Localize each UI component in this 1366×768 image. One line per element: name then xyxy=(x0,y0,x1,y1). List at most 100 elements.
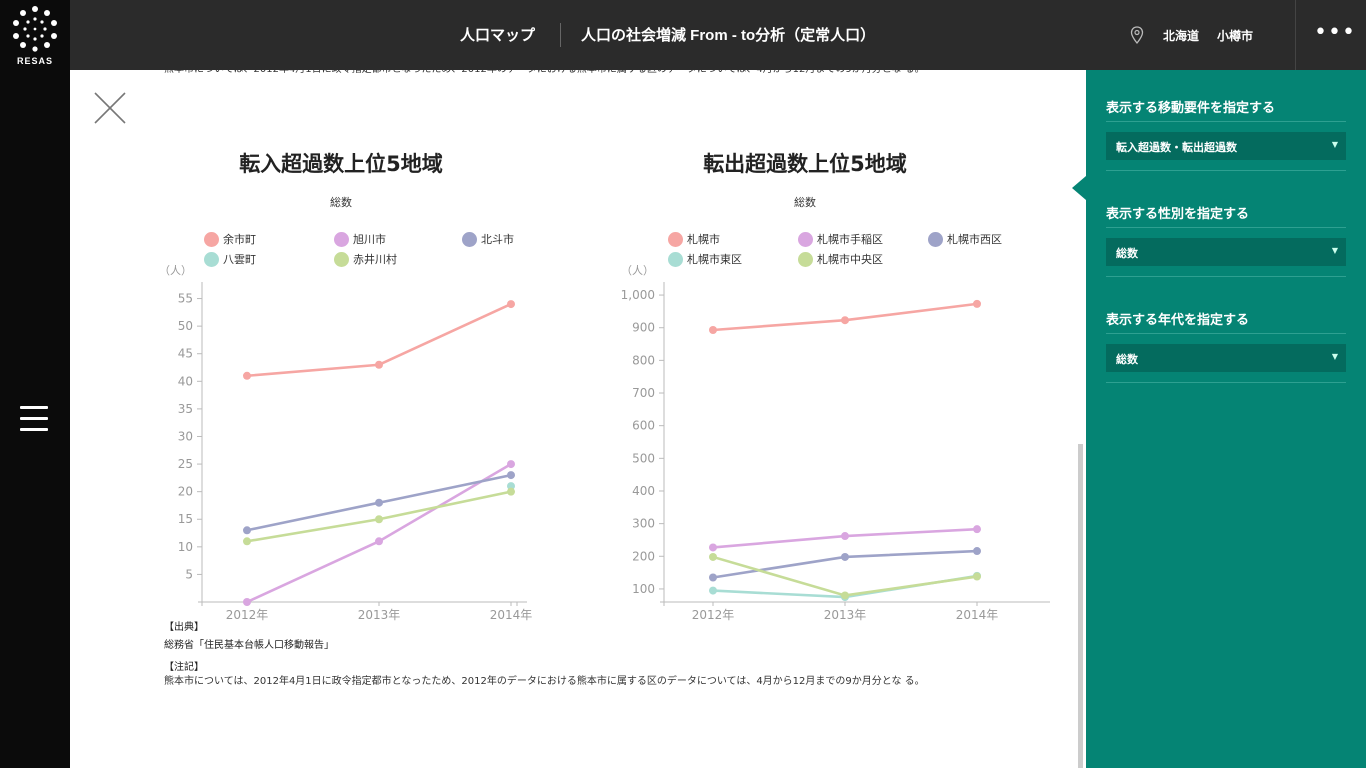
note-heading: 【注記】 xyxy=(164,662,204,673)
close-icon[interactable] xyxy=(94,92,126,124)
legend-item[interactable]: 札幌市東区 xyxy=(668,251,742,267)
y-tick-label: 5 xyxy=(185,567,193,581)
y-tick-label: 700 xyxy=(632,386,655,400)
divider xyxy=(1106,170,1346,171)
data-point xyxy=(507,300,515,309)
x-tick-label: 2013年 xyxy=(824,608,867,622)
legend-item[interactable]: 八雲町 xyxy=(204,251,256,267)
legend-marker xyxy=(334,251,349,267)
legend-item[interactable]: 赤井川村 xyxy=(334,251,397,267)
x-tick-label: 2012年 xyxy=(226,608,269,622)
y-tick-label: 1,000 xyxy=(621,288,655,302)
logo-text: RESAS xyxy=(16,56,53,66)
move-requirement-label: 表示する移動要件を指定する xyxy=(1106,101,1276,116)
legend-item[interactable]: 旭川市 xyxy=(334,231,386,247)
y-tick-label: 500 xyxy=(632,451,655,465)
y-axis-unit: （人） xyxy=(160,264,192,277)
move-requirement-select[interactable]: 転入超過数・転出超過数 ▼ xyxy=(1106,132,1346,160)
data-point xyxy=(841,591,849,600)
scrollbar[interactable] xyxy=(1078,444,1083,768)
data-point xyxy=(375,498,383,507)
legend-marker xyxy=(462,231,477,247)
top-note-text: 熊本市については、2012年4月1日に政令指定都市となったため、2012年のデー… xyxy=(164,70,984,78)
menu-icon[interactable] xyxy=(20,406,48,432)
location-pin-icon xyxy=(1130,26,1144,44)
legend-label: 八雲町 xyxy=(223,253,256,266)
legend-marker xyxy=(668,231,683,247)
data-point xyxy=(709,573,717,582)
legend-item[interactable]: 札幌市中央区 xyxy=(798,251,883,267)
legend-label: 札幌市 xyxy=(687,233,720,246)
series-line xyxy=(246,462,512,604)
legend-item[interactable]: 余市町 xyxy=(204,231,256,247)
data-point xyxy=(507,471,515,480)
move-requirement-value: 転入超過数・転出超過数 xyxy=(1116,141,1237,154)
data-point xyxy=(507,482,515,491)
chart-1-subtitle: 総数 xyxy=(330,196,352,209)
x-tick-label: 2014年 xyxy=(490,608,533,622)
y-tick-label: 25 xyxy=(178,457,193,471)
chart-2-subtitle: 総数 xyxy=(794,196,816,209)
legend-label: 赤井川村 xyxy=(353,253,397,266)
y-tick-label: 15 xyxy=(178,512,193,526)
data-point xyxy=(507,460,515,469)
note-text: 熊本市については、2012年4月1日に政令指定都市となったため、2012年のデー… xyxy=(164,676,925,687)
page-title: 人口の社会増減 From - to分析（定常人口） xyxy=(581,27,876,44)
y-tick-label: 35 xyxy=(178,402,193,416)
data-point xyxy=(841,316,849,325)
divider xyxy=(1106,121,1346,122)
legend-label: 札幌市手稲区 xyxy=(817,233,883,246)
y-tick-label: 100 xyxy=(632,582,655,596)
age-select[interactable]: 総数 ▼ xyxy=(1106,344,1346,372)
legend-marker xyxy=(798,251,813,267)
data-point xyxy=(973,525,981,534)
legend-marker xyxy=(204,231,219,247)
series-line xyxy=(712,555,978,597)
location-city[interactable]: 小樽市 xyxy=(1217,29,1254,43)
main-content: 熊本市については、2012年4月1日に政令指定都市となったため、2012年のデー… xyxy=(70,70,1086,768)
gender-label: 表示する性別を指定する xyxy=(1106,207,1250,222)
panel-arrow xyxy=(1072,176,1086,200)
y-tick-label: 400 xyxy=(632,484,655,498)
dropdown-caret-icon: ▼ xyxy=(1331,352,1338,361)
y-tick-label: 40 xyxy=(178,374,193,388)
x-tick-label: 2013年 xyxy=(358,608,401,622)
age-value: 総数 xyxy=(1116,353,1138,366)
data-point xyxy=(841,532,849,541)
y-tick-label: 55 xyxy=(178,292,193,306)
source-heading: 【出典】 xyxy=(164,622,204,633)
y-tick-label: 20 xyxy=(178,485,193,499)
x-tick-label: 2012年 xyxy=(692,608,735,622)
y-tick-label: 900 xyxy=(632,321,655,335)
location-prefecture[interactable]: 北海道 xyxy=(1163,29,1200,43)
settings-panel: 表示する移動要件を指定する 転入超過数・転出超過数 ▼ 表示する性別を指定する … xyxy=(1072,70,1366,768)
divider xyxy=(1106,382,1346,383)
data-point xyxy=(973,547,981,556)
y-tick-label: 30 xyxy=(178,429,193,443)
legend-marker xyxy=(668,251,683,267)
nav-population-map[interactable]: 人口マップ xyxy=(460,27,536,44)
data-point xyxy=(709,543,717,552)
y-tick-label: 10 xyxy=(178,540,193,554)
divider xyxy=(1106,276,1346,277)
data-point xyxy=(841,552,849,561)
chart-2-title: 転出超過数上位5地域 xyxy=(703,152,907,176)
legend-item[interactable]: 札幌市 xyxy=(668,231,720,247)
legend-marker xyxy=(204,251,219,267)
dropdown-caret-icon: ▼ xyxy=(1331,140,1338,149)
resas-logo-icon[interactable] xyxy=(0,0,70,70)
chart-1-plot: （人） 5 10 15 20 25 30 35 40 45 50 55 2012年 2013年 2014年 xyxy=(160,264,533,622)
dropdown-caret-icon: ▼ xyxy=(1331,246,1338,255)
y-tick-label: 600 xyxy=(632,419,655,433)
legend-item[interactable]: 札幌市西区 xyxy=(928,231,1002,247)
left-sidebar: RESAS xyxy=(0,0,70,768)
gender-select[interactable]: 総数 ▼ xyxy=(1106,238,1346,266)
data-point xyxy=(709,552,717,561)
legend-label: 札幌市西区 xyxy=(947,233,1002,246)
legend-item[interactable]: 北斗市 xyxy=(462,231,514,247)
more-button[interactable]: ••• xyxy=(1314,20,1356,45)
data-point xyxy=(243,526,251,535)
x-tick-label: 2014年 xyxy=(956,608,999,622)
legend-item[interactable]: 札幌市手稲区 xyxy=(798,231,883,247)
data-point xyxy=(375,360,383,369)
